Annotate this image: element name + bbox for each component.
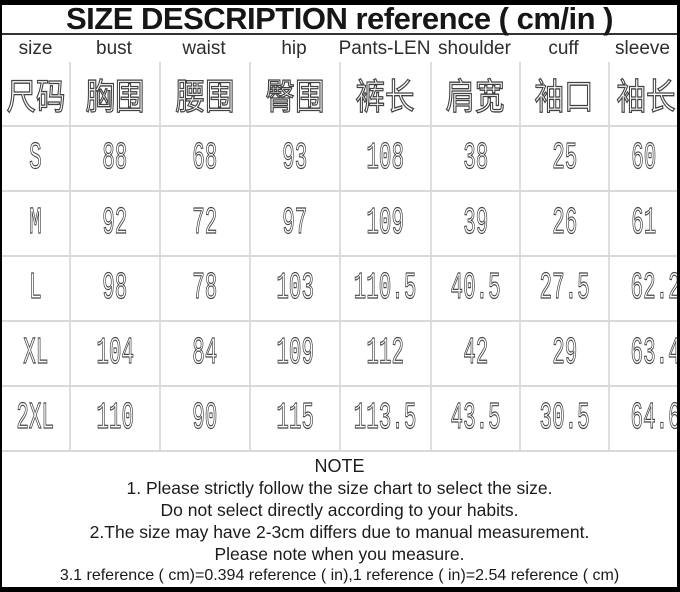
value-cell: 109	[339, 192, 430, 255]
value-cell: 61	[608, 192, 677, 255]
size-label: M	[29, 201, 42, 245]
col-header-shoulder: shoulder	[438, 37, 511, 59]
cn-label: 腰围	[175, 75, 235, 117]
value-cell: 84	[159, 322, 249, 385]
value-cell: 29	[519, 322, 608, 385]
value-cell: 62.2	[608, 257, 677, 320]
col-header-cn-cuff: 袖口	[519, 62, 608, 125]
cn-label: 袖口	[534, 75, 595, 117]
page-title: SIZE DESCRIPTION reference ( cm/in )	[2, 5, 677, 36]
col-header-cn-sleeve: 袖长	[608, 62, 677, 125]
value-cell: 113.5	[339, 387, 430, 450]
size-label: 2XL	[16, 396, 55, 440]
col-header-cuff: cuff	[548, 37, 579, 59]
col-header-cn-waist: 腰围	[159, 62, 249, 125]
value-cell: 115	[249, 387, 339, 450]
note-section: NOTE 1. Please strictly follow the size …	[2, 452, 677, 587]
table-row-m: M 92 72 97 109 39 26 61	[2, 192, 677, 257]
col-header-cn-size: 尺码	[2, 62, 69, 125]
col-header-size: size	[18, 37, 53, 59]
col-header-cn-pants-len: 裤长	[339, 62, 430, 125]
col-header-cn-bust: 胸围	[69, 62, 159, 125]
size-label: S	[29, 136, 42, 180]
cn-label: 胸围	[85, 75, 145, 117]
col-header-hip: hip	[281, 37, 307, 59]
value-cell: 38	[430, 127, 519, 190]
size-label: L	[29, 266, 42, 310]
cn-label: 肩宽	[445, 75, 506, 117]
note-line: 1. Please strictly follow the size chart…	[126, 478, 553, 498]
table-row-l: L 98 78 103 110.5 40.5 27.5 62.2	[2, 257, 677, 322]
table-row-xl: XL 104 84 109 112 42 29 63.4	[2, 322, 677, 387]
size-label: XL	[22, 331, 49, 375]
value-cell: 110	[69, 387, 159, 450]
value-cell: 103	[249, 257, 339, 320]
value-cell: 40.5	[430, 257, 519, 320]
value-cell: 60	[608, 127, 677, 190]
value-cell: 112	[339, 322, 430, 385]
value-cell: 97	[249, 192, 339, 255]
col-header-pants-len: Pants-LEN	[338, 37, 431, 59]
col-header-cn-shoulder: 肩宽	[430, 62, 519, 125]
note-line: Do not select directly according to your…	[160, 500, 519, 520]
value-cell: 88	[69, 127, 159, 190]
note-line: Please note when you measure.	[214, 544, 465, 564]
value-cell: 68	[159, 127, 249, 190]
value-cell: 30.5	[519, 387, 608, 450]
value-cell: 93	[249, 127, 339, 190]
value-cell: 92	[69, 192, 159, 255]
chinese-header-row: 尺码 胸围 腰围 臀围 裤长 肩宽 袖口 袖长	[2, 62, 677, 127]
note-line: 2.The size may have 2-3cm differs due to…	[89, 522, 590, 542]
note-line: 3.1 reference ( cm)=0.394 reference ( in…	[59, 567, 620, 584]
value-cell: 64.6	[608, 387, 677, 450]
cn-label: 尺码	[5, 75, 66, 117]
value-cell: 63.4	[608, 322, 677, 385]
cn-label: 裤长	[355, 75, 416, 117]
value-cell: 25	[519, 127, 608, 190]
value-cell: 78	[159, 257, 249, 320]
value-cell: 108	[339, 127, 430, 190]
col-header-bust: bust	[96, 37, 132, 59]
value-cell: 109	[249, 322, 339, 385]
value-cell: 43.5	[430, 387, 519, 450]
value-cell: 98	[69, 257, 159, 320]
value-cell: 42	[430, 322, 519, 385]
value-cell: 27.5	[519, 257, 608, 320]
col-header-sleeve: sleeve	[615, 37, 670, 59]
cn-label: 臀围	[265, 75, 325, 117]
value-cell: 104	[69, 322, 159, 385]
cn-label: 袖长	[616, 75, 676, 117]
value-cell: 90	[159, 387, 249, 450]
value-cell: 39	[430, 192, 519, 255]
col-header-cn-hip: 臀围	[249, 62, 339, 125]
value-cell: 26	[519, 192, 608, 255]
english-header-row: size bust waist hip Pants-LEN shoulder c…	[2, 35, 677, 62]
table-row-s: S 88 68 93 108 38 25 60	[2, 127, 677, 192]
value-cell: 110.5	[339, 257, 430, 320]
table-row-2xl: 2XL 110 90 115 113.5 43.5 30.5 64.6	[2, 387, 677, 452]
col-header-waist: waist	[182, 37, 226, 59]
note-heading: NOTE	[314, 456, 365, 476]
value-cell: 72	[159, 192, 249, 255]
